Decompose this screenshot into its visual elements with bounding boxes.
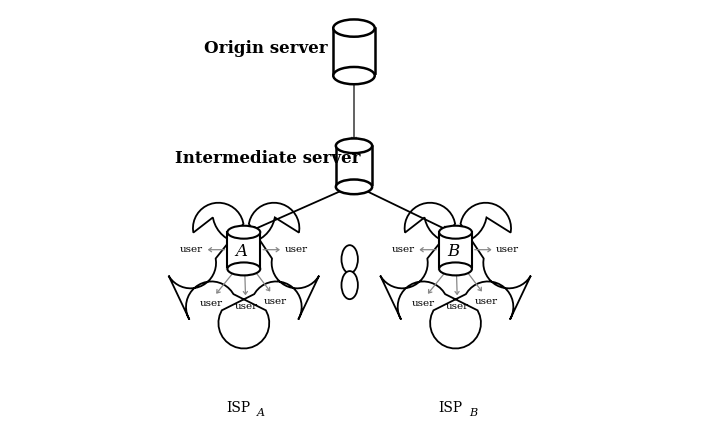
Polygon shape [333, 28, 375, 76]
Text: ISP: ISP [438, 401, 462, 415]
Text: user: user [180, 245, 203, 254]
Text: Intermediate server: Intermediate server [175, 150, 360, 167]
Polygon shape [336, 146, 372, 187]
Ellipse shape [227, 226, 261, 238]
Ellipse shape [341, 271, 358, 299]
Ellipse shape [336, 139, 372, 153]
Text: ISP: ISP [227, 401, 251, 415]
Ellipse shape [333, 67, 375, 84]
Text: A: A [235, 243, 247, 260]
Ellipse shape [439, 226, 472, 238]
Ellipse shape [439, 263, 472, 276]
Text: user: user [200, 299, 223, 308]
Text: user: user [411, 299, 435, 308]
Ellipse shape [341, 245, 358, 273]
Text: A: A [257, 407, 265, 418]
Text: user: user [285, 245, 307, 254]
Text: B: B [447, 243, 459, 260]
Text: user: user [263, 297, 287, 306]
Text: B: B [469, 407, 477, 418]
Ellipse shape [336, 180, 372, 194]
Text: user: user [475, 297, 498, 306]
Polygon shape [439, 232, 472, 269]
Text: user: user [392, 245, 415, 254]
Text: user: user [446, 302, 469, 311]
Polygon shape [169, 203, 319, 348]
Ellipse shape [227, 263, 261, 276]
Text: Origin server: Origin server [205, 40, 328, 57]
Polygon shape [227, 232, 261, 269]
Ellipse shape [333, 19, 375, 37]
Text: user: user [234, 302, 258, 311]
Text: user: user [496, 245, 519, 254]
Polygon shape [380, 203, 531, 348]
